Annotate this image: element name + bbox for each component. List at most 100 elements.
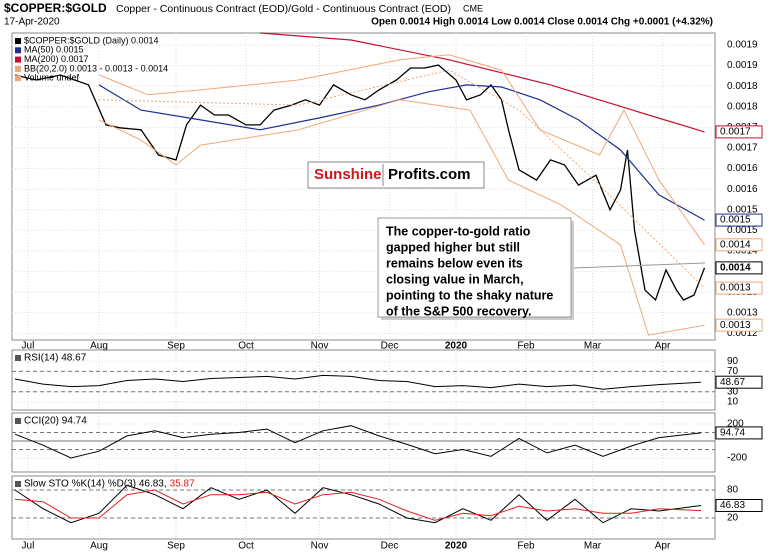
annotation-line: The copper-to-gold ratio (386, 224, 531, 238)
price-flag-label: 0.0013 (720, 320, 751, 331)
price-flag-label: 0.0014 (720, 239, 751, 250)
x-tick-label: Sep (167, 341, 185, 352)
x-tick-label: Apr (655, 541, 671, 552)
legend-label: MA(50) 0.0015 (24, 45, 84, 55)
price-flag-label: 0.0014 (720, 263, 751, 274)
x-tick-label: Mar (584, 541, 602, 552)
annotation-line: of the S&P 500 recovery. (386, 304, 531, 318)
price-flag (715, 426, 763, 440)
indicator-swatch (15, 418, 21, 424)
x-tick-label: Oct (238, 541, 254, 552)
y-tick-label: 0.0012 (727, 328, 758, 339)
y-tick-label: 70 (727, 366, 739, 377)
x-tick-label: Apr (655, 341, 671, 352)
y-tick-label: 0.0018 (727, 81, 758, 92)
y-tick-label: 0.0015 (727, 225, 758, 236)
price-flag (715, 498, 763, 512)
y-tick-label: 10 (727, 397, 739, 408)
price-flag (715, 375, 763, 389)
panel (11, 412, 716, 473)
x-tick-label: Aug (90, 341, 108, 352)
symbol: $COPPER:$GOLD (4, 1, 107, 15)
price-flag-label: 94.74 (720, 428, 745, 439)
price-flag (715, 281, 763, 295)
price-flag (715, 213, 763, 227)
annotation-line: closing value in March, (386, 272, 524, 286)
price-flag (715, 318, 763, 332)
indicator-title: Slow STO %K(14) %D(3) 46.83, (24, 479, 167, 490)
y-tick-label: 0.0017 (727, 143, 758, 154)
x-tick-label: 2020 (445, 341, 468, 352)
panel (11, 349, 716, 411)
y-tick-label: 0.0015 (727, 204, 758, 215)
x-tick-label: Jul (22, 341, 35, 352)
legend-label: $COPPER:$GOLD (Daily) 0.0014 (24, 35, 159, 45)
y-tick-label: 200 (727, 419, 744, 430)
x-tick-label: Jul (22, 541, 35, 552)
price-flag-label: 48.67 (720, 377, 745, 388)
price-flag-label: 46.83 (720, 500, 745, 511)
annotation-line: remains below even its (386, 256, 523, 270)
x-tick-label: Dec (381, 341, 399, 352)
legend-label: Volume undef (24, 73, 80, 83)
annotation-line: pointing to the shaky nature (386, 288, 553, 302)
series-line (14, 489, 702, 521)
price-flag-label: 0.0015 (720, 215, 751, 226)
y-tick-label: 0.0013 (727, 307, 758, 318)
x-tick-label: Feb (517, 341, 535, 352)
price-flag-label: 0.0013 (720, 283, 751, 294)
exchange: CME (463, 3, 483, 13)
legend-swatch (15, 75, 21, 82)
x-tick-label: Feb (517, 541, 535, 552)
legend-swatch (15, 38, 21, 44)
price-flag (715, 125, 763, 139)
series-line (98, 54, 705, 246)
series-line (14, 374, 702, 390)
y-tick-label: 30 (727, 386, 739, 397)
series-line (259, 32, 705, 133)
watermark-box (307, 161, 485, 189)
x-tick-label: 2020 (445, 541, 468, 552)
description: Copper - Continuous Contract (EOD)/Gold … (116, 3, 451, 15)
price-flag-label: 0.0017 (720, 127, 751, 138)
legend-swatch (15, 47, 21, 54)
y-tick-label: -200 (727, 453, 747, 464)
legend-swatch (15, 56, 21, 63)
y-tick-label: 90 (727, 356, 739, 367)
indicator-title: CCI(20) 94.74 (24, 416, 87, 427)
y-tick-label: 0.0016 (727, 184, 758, 195)
indicator-swatch (15, 355, 21, 361)
indicator-swatch (15, 481, 21, 487)
x-tick-label: Nov (311, 541, 329, 552)
legend-label: BB(20,2.0) 0.0013 - 0.0013 - 0.0014 (24, 63, 168, 73)
watermark: Sunshine (314, 166, 382, 183)
price-flag (715, 238, 763, 252)
y-tick-label: 0.0019 (727, 60, 758, 71)
x-tick-label: Dec (381, 541, 399, 552)
y-tick-label: 0.0018 (727, 101, 758, 112)
x-tick-label: Nov (311, 341, 329, 352)
price-flag (715, 261, 763, 275)
y-tick-label: 0.0019 (727, 40, 758, 51)
series-line (98, 99, 705, 336)
y-tick-label: 0.0016 (727, 163, 758, 174)
y-tick-label: 20 (727, 513, 739, 524)
x-tick-label: Oct (238, 341, 254, 352)
x-tick-label: Sep (167, 541, 185, 552)
x-tick-label: Aug (90, 541, 108, 552)
y-tick-label: 80 (727, 485, 739, 496)
indicator-title: RSI(14) 48.67 (24, 353, 87, 364)
annotation: The copper-to-gold ratio gapped higher bu… (386, 224, 553, 318)
date: 17-Apr-2020 (4, 17, 60, 28)
series-line (98, 84, 705, 221)
series-line (98, 69, 705, 289)
annotation-pointer (571, 262, 706, 269)
legend-swatch (15, 65, 21, 72)
series-line (14, 425, 702, 459)
x-tick-label: Mar (584, 341, 602, 352)
watermark: Profits.com (388, 166, 471, 183)
legend-label: MA(200) 0.0017 (24, 54, 89, 64)
annotation-box (377, 217, 572, 318)
quote: Open 0.0014 High 0.0014 Low 0.0014 Close… (371, 17, 713, 28)
